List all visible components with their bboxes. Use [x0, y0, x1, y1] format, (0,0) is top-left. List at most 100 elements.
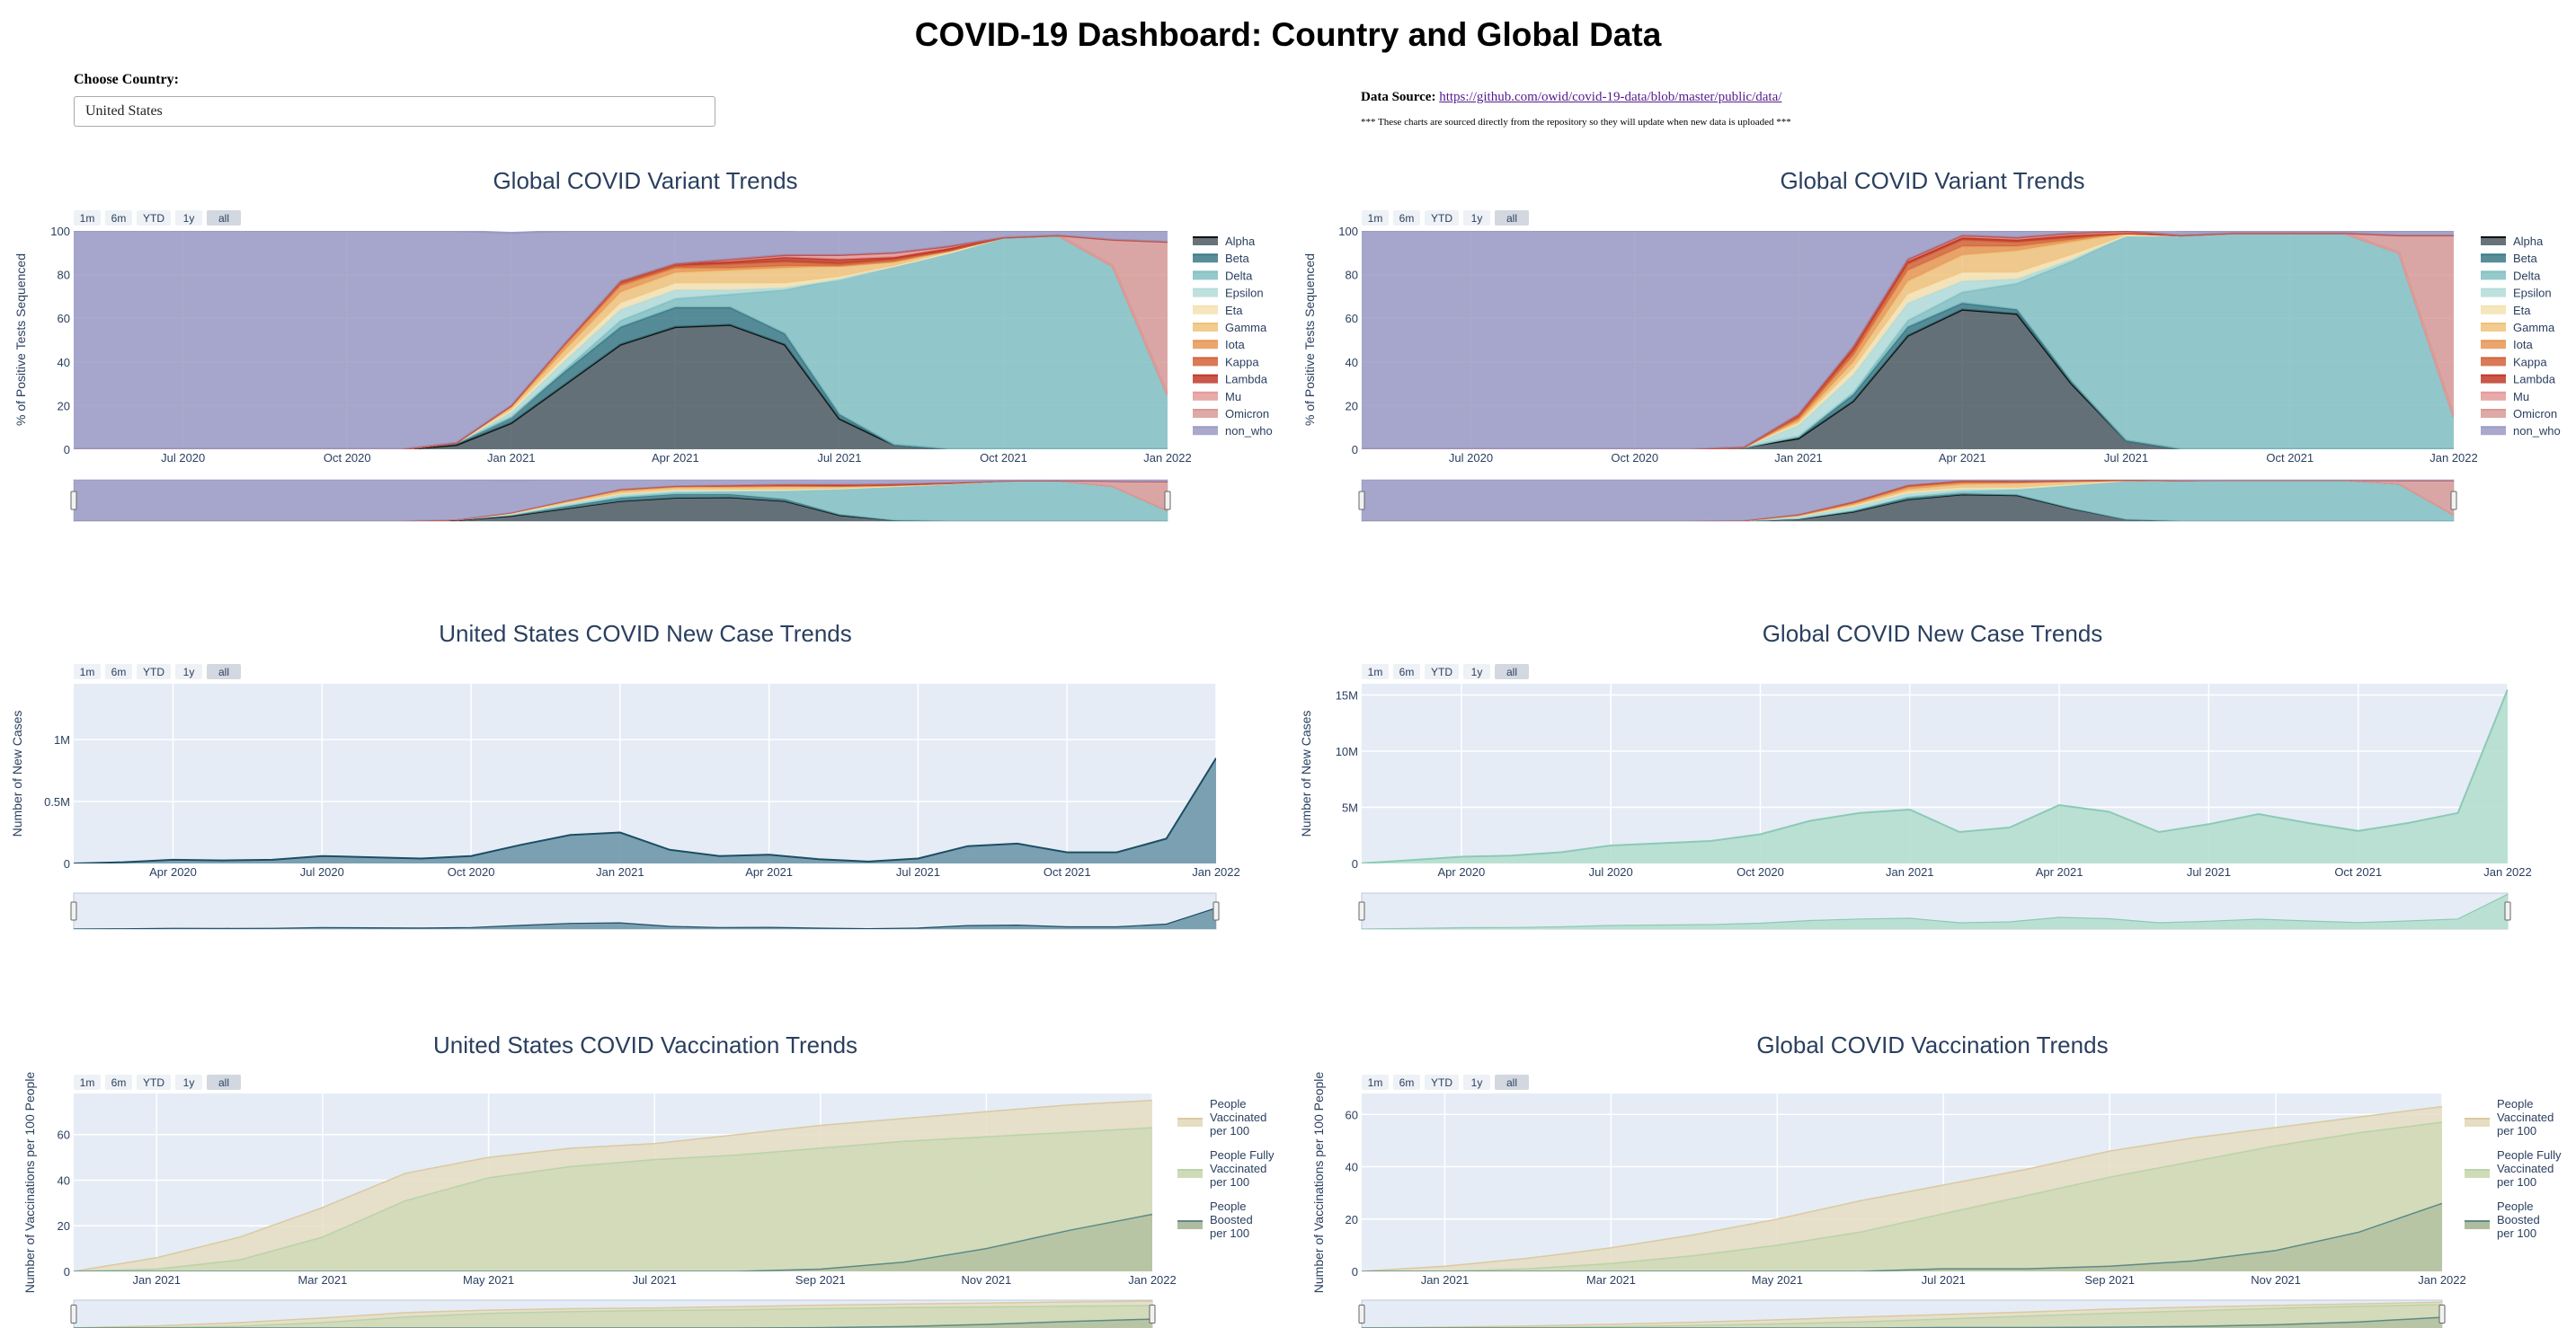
- line-series-0: [74, 1300, 1152, 1328]
- range-button-6m: [105, 210, 132, 226]
- y-tick-label: 40: [1346, 356, 1358, 369]
- legend-label: Omicron: [1225, 407, 1269, 421]
- area-series-1: [1362, 1305, 2442, 1328]
- range-slider: [1358, 1299, 2446, 1328]
- x-tick-label: Jul 2021: [896, 865, 940, 879]
- legend-label: Kappa: [1225, 355, 1259, 368]
- y-tick-label: 60: [1346, 1108, 1358, 1121]
- legend-swatch: [1193, 323, 1218, 332]
- y-axis-label: Number of New Cases: [1299, 711, 1313, 837]
- line-new-cases: [74, 757, 1216, 863]
- y-tick-label: 20: [58, 1219, 70, 1233]
- legend-label: Epsilon: [2513, 287, 2552, 300]
- x-tick-label: Mar 2021: [1586, 1273, 1636, 1287]
- range-button-label: 1y: [1471, 212, 1483, 225]
- legend-label: Kappa: [2513, 355, 2547, 368]
- y-tick-label: 40: [58, 356, 70, 369]
- y-tick-label: 0: [64, 857, 70, 871]
- x-tick-label: Jan 2022: [2483, 865, 2532, 879]
- range-slider-series: [74, 907, 1216, 929]
- range-slider-series: [1362, 893, 2508, 929]
- x-tick-label: Jan 2021: [1774, 451, 1823, 465]
- range-button-1y: [175, 664, 202, 679]
- chart-2: United States COVID New Case Trends 1m 6m Y…: [10, 620, 1240, 930]
- range-button-label: 1y: [1471, 666, 1483, 678]
- y-tick-label: 0: [64, 443, 70, 456]
- range-slider-series: [74, 1300, 1152, 1328]
- range-button-1m: [74, 664, 101, 679]
- range-button-6m: [105, 1075, 132, 1090]
- legend-swatch: [2481, 375, 2506, 384]
- chart-0: Global COVID Variant Trends 1m 6m YTD 1y all 0…: [13, 167, 1273, 522]
- y-tick-label: 60: [1346, 312, 1358, 325]
- x-tick-label: Apr 2021: [652, 451, 699, 465]
- range-button-6m: [1393, 664, 1420, 679]
- area-Beta: [1362, 303, 2454, 449]
- y-tick-label: 0: [1352, 443, 1358, 456]
- x-tick-label: Jan 2022: [1128, 1273, 1177, 1287]
- range-slider: [70, 1299, 1156, 1328]
- range-button-1m: [74, 210, 101, 226]
- legend-label: non_who: [1225, 424, 1273, 438]
- range-button-label: YTD: [1431, 212, 1452, 225]
- legend-label: Eta: [1225, 304, 1243, 317]
- x-tick-label: Jul 2020: [161, 451, 205, 465]
- x-tick-label: Jan 2021: [487, 451, 536, 465]
- range-slider-handle: [1358, 491, 1365, 510]
- data-source-link[interactable]: https://github.com/owid/covid-19-data/bl…: [1439, 90, 1782, 104]
- legend-swatch: [2481, 237, 2506, 245]
- range-slider-handle: [2504, 901, 2511, 921]
- range-button-label: all: [1506, 666, 1517, 678]
- series-group: [74, 757, 1216, 863]
- y-tick-label: 0.5M: [44, 795, 70, 809]
- y-tick-label: 0: [1352, 1265, 1358, 1279]
- x-tick-label: Jan 2021: [133, 1273, 182, 1287]
- x-tick-label: Oct 2021: [2334, 865, 2382, 879]
- chart-title: Global COVID New Case Trends: [1763, 620, 2103, 647]
- range-slider-handle: [70, 491, 77, 510]
- plot-area: [74, 684, 1216, 863]
- legend-swatch: [2465, 1170, 2490, 1178]
- legend: Alpha Beta Delta Epsilon Eta Gamma Iota Kappa La…: [1193, 235, 1273, 438]
- legend-label: Epsilon: [1225, 287, 1264, 300]
- y-tick-label: 20: [1346, 1213, 1358, 1226]
- legend-label: Mu: [1225, 390, 1241, 403]
- range-button-1m: [1362, 664, 1389, 679]
- area-Iota: [1362, 480, 2454, 521]
- y-tick-label: 0: [1352, 857, 1358, 871]
- area-non_who: [1362, 231, 2454, 449]
- x-tick-label: Oct 2021: [2266, 451, 2314, 465]
- range-button-all: [1495, 1075, 1529, 1090]
- line-new-cases: [1362, 893, 2508, 929]
- range-button-1y: [175, 1075, 202, 1090]
- legend-swatch: [2481, 271, 2506, 280]
- y-tick-label: 5M: [1342, 801, 1358, 815]
- x-tick-label: May 2021: [463, 1273, 514, 1287]
- area-Iota: [1362, 233, 2454, 449]
- range-button-label: 6m: [1399, 1076, 1415, 1089]
- x-tick-label: Jan 2022: [2418, 1273, 2466, 1287]
- x-tick-label: Jan 2021: [596, 865, 644, 879]
- legend-swatch: [2481, 358, 2506, 367]
- range-button-1m: [74, 1075, 101, 1090]
- range-button-all: [207, 664, 241, 679]
- chart-title: Global COVID Variant Trends: [493, 167, 797, 194]
- legend-swatch: [2481, 254, 2506, 263]
- range-button-label: YTD: [1431, 1076, 1452, 1089]
- range-button-6m: [1393, 1075, 1420, 1090]
- area-non_who: [1362, 480, 2454, 521]
- legend-swatch: [1177, 1170, 1203, 1178]
- y-tick-label: 20: [58, 399, 70, 412]
- area-Delta: [74, 235, 1168, 449]
- range-slider-handle: [1358, 901, 1365, 921]
- legend-swatch: [1193, 341, 1218, 350]
- x-tick-label: Jul 2021: [817, 451, 861, 465]
- x-tick-label: Jan 2022: [1192, 865, 1240, 879]
- range-button-label: 1y: [183, 666, 195, 678]
- legend-swatch: [1193, 392, 1218, 401]
- legend-swatch: [1193, 237, 1218, 245]
- range-button-label: 1m: [1368, 666, 1383, 678]
- country-dropdown[interactable]: United States: [74, 96, 715, 127]
- legend-swatch: [1193, 254, 1218, 263]
